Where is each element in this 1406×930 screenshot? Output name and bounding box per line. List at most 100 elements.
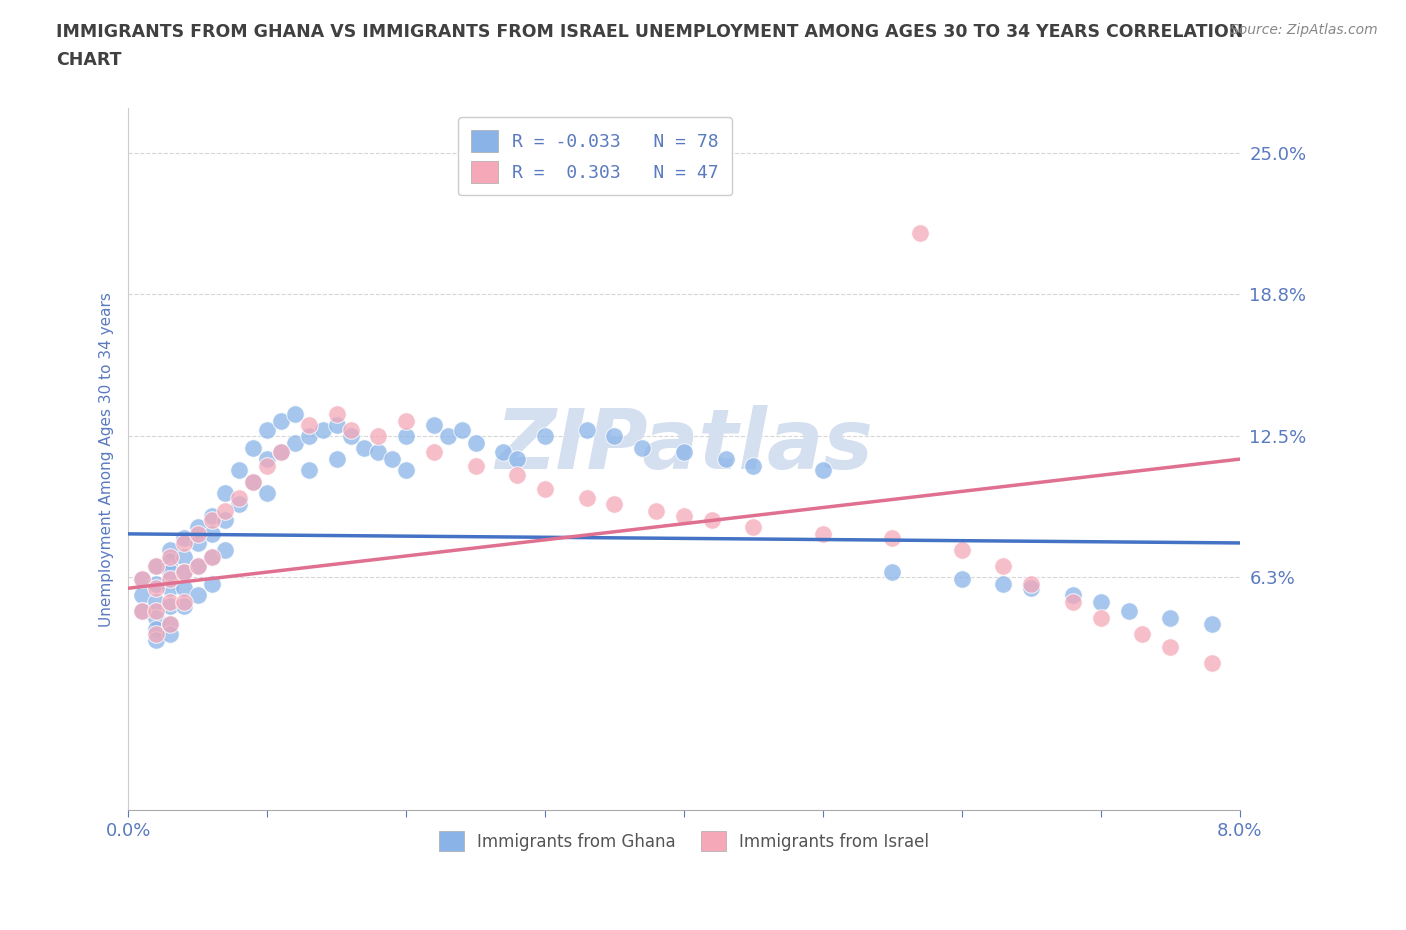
Point bbox=[1019, 581, 1042, 596]
Point bbox=[187, 558, 209, 573]
Point bbox=[325, 406, 347, 421]
Point bbox=[256, 422, 278, 437]
Point bbox=[298, 463, 321, 478]
Point bbox=[201, 549, 224, 564]
Point bbox=[742, 520, 765, 535]
Point bbox=[1062, 588, 1084, 603]
Point bbox=[534, 481, 557, 496]
Point bbox=[811, 463, 834, 478]
Point bbox=[187, 526, 209, 541]
Point bbox=[993, 577, 1015, 591]
Point bbox=[256, 485, 278, 500]
Point bbox=[353, 441, 375, 456]
Point bbox=[145, 558, 167, 573]
Point bbox=[201, 577, 224, 591]
Point bbox=[159, 553, 181, 568]
Point bbox=[700, 512, 723, 527]
Point bbox=[950, 542, 973, 557]
Point bbox=[1132, 626, 1154, 641]
Text: CHART: CHART bbox=[56, 51, 122, 69]
Point bbox=[159, 549, 181, 564]
Point bbox=[173, 565, 195, 579]
Point bbox=[187, 520, 209, 535]
Point bbox=[395, 463, 418, 478]
Point bbox=[742, 458, 765, 473]
Point bbox=[201, 526, 224, 541]
Point bbox=[450, 422, 472, 437]
Point bbox=[159, 565, 181, 579]
Point bbox=[882, 531, 904, 546]
Point bbox=[214, 504, 236, 519]
Point bbox=[284, 436, 307, 451]
Point bbox=[145, 633, 167, 648]
Point bbox=[645, 504, 668, 519]
Point bbox=[201, 512, 224, 527]
Point bbox=[436, 429, 458, 444]
Y-axis label: Unemployment Among Ages 30 to 34 years: Unemployment Among Ages 30 to 34 years bbox=[100, 292, 114, 627]
Point bbox=[187, 536, 209, 551]
Point bbox=[395, 413, 418, 428]
Point bbox=[131, 572, 153, 587]
Point bbox=[187, 558, 209, 573]
Point bbox=[131, 572, 153, 587]
Point bbox=[575, 490, 598, 505]
Point bbox=[173, 536, 195, 551]
Text: IMMIGRANTS FROM GHANA VS IMMIGRANTS FROM ISRAEL UNEMPLOYMENT AMONG AGES 30 TO 34: IMMIGRANTS FROM GHANA VS IMMIGRANTS FROM… bbox=[56, 23, 1244, 41]
Point bbox=[228, 463, 250, 478]
Point bbox=[131, 604, 153, 618]
Point bbox=[159, 581, 181, 596]
Point bbox=[173, 531, 195, 546]
Point bbox=[506, 452, 529, 467]
Point bbox=[214, 512, 236, 527]
Point bbox=[1062, 594, 1084, 609]
Point bbox=[1201, 656, 1223, 671]
Point bbox=[201, 509, 224, 524]
Point bbox=[339, 429, 361, 444]
Point bbox=[242, 441, 264, 456]
Point bbox=[1159, 610, 1181, 625]
Point bbox=[950, 572, 973, 587]
Point bbox=[464, 458, 486, 473]
Point bbox=[131, 588, 153, 603]
Point bbox=[534, 429, 557, 444]
Point bbox=[603, 429, 626, 444]
Point bbox=[423, 418, 446, 432]
Point bbox=[256, 452, 278, 467]
Point bbox=[811, 526, 834, 541]
Point bbox=[159, 626, 181, 641]
Point bbox=[201, 549, 224, 564]
Point bbox=[228, 497, 250, 512]
Legend: Immigrants from Ghana, Immigrants from Israel: Immigrants from Ghana, Immigrants from I… bbox=[432, 824, 936, 858]
Point bbox=[173, 599, 195, 614]
Point bbox=[603, 497, 626, 512]
Point bbox=[672, 509, 695, 524]
Point bbox=[145, 626, 167, 641]
Point bbox=[325, 418, 347, 432]
Point bbox=[159, 572, 181, 587]
Point bbox=[242, 474, 264, 489]
Point bbox=[173, 565, 195, 579]
Point bbox=[1201, 617, 1223, 631]
Point bbox=[367, 445, 389, 459]
Point bbox=[492, 445, 515, 459]
Point bbox=[159, 542, 181, 557]
Point bbox=[145, 577, 167, 591]
Point bbox=[173, 549, 195, 564]
Point bbox=[270, 445, 292, 459]
Point bbox=[714, 452, 737, 467]
Point bbox=[159, 617, 181, 631]
Point bbox=[228, 490, 250, 505]
Point bbox=[631, 441, 654, 456]
Point bbox=[145, 604, 167, 618]
Point bbox=[159, 594, 181, 609]
Point bbox=[367, 429, 389, 444]
Point bbox=[882, 565, 904, 579]
Point bbox=[1159, 640, 1181, 655]
Point bbox=[1118, 604, 1140, 618]
Point bbox=[993, 558, 1015, 573]
Point bbox=[214, 542, 236, 557]
Point bbox=[395, 429, 418, 444]
Point bbox=[159, 599, 181, 614]
Point bbox=[312, 422, 335, 437]
Point bbox=[464, 436, 486, 451]
